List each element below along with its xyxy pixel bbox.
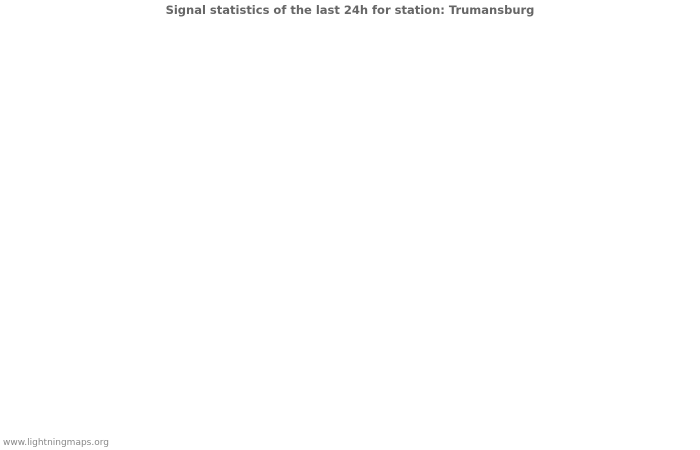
y-tick-label: 6000: [23, 47, 46, 57]
legend-label-mean: Mean signals per station: [216, 415, 326, 425]
x-tick-label: 15:00: [190, 381, 216, 391]
legend-swatch-mean: [193, 412, 204, 423]
chart-title: Signal statistics of the last 24h for st…: [165, 3, 535, 17]
y-tick-label: 500: [29, 345, 46, 355]
area-mean-signals: [54, 30, 650, 375]
x-tick-label: 03:00: [488, 381, 514, 391]
y-tick-label: 1000: [23, 318, 46, 328]
x-tick-label: 05:00: [538, 381, 564, 391]
y-tick-label: 6500: [23, 20, 46, 30]
x-tick-label: 17:00: [240, 381, 266, 391]
y-tick-label: 4500: [23, 128, 46, 138]
y-tick-label: 2000: [23, 264, 46, 274]
x-tick-label: 21:00: [339, 381, 365, 391]
x-tick-label: 09:00: [41, 381, 67, 391]
x-tick-label: 09:00: [637, 381, 663, 391]
y-tick-label: 2500: [23, 237, 46, 247]
x-tick-label: 13:00: [140, 381, 166, 391]
y-tick-label: 0: [40, 372, 46, 382]
y-tick-label: 5500: [23, 74, 46, 84]
plot-area: [53, 22, 651, 376]
x-tick-label: 01:00: [438, 381, 464, 391]
y-tick-label: 5000: [23, 101, 46, 111]
y-tick-label: 3000: [23, 210, 46, 220]
footer-link[interactable]: www.lightningmaps.org: [3, 438, 109, 448]
x-axis-label: Time: [620, 391, 648, 404]
x-tick-label: 07:00: [587, 381, 613, 391]
line-station-signals: [53, 248, 651, 334]
y-tick-label: 3500: [23, 182, 46, 192]
y-tick-label: 4000: [23, 155, 46, 165]
x-tick-label: 11:00: [91, 381, 117, 391]
y-axis-label: Count per hour: [1, 157, 14, 241]
legend-label-station: Signals station Trumansburg: [375, 415, 503, 425]
x-tick-label: 19:00: [289, 381, 315, 391]
y-tick-label: 1500: [23, 291, 46, 301]
x-tick-label: 23:00: [389, 381, 415, 391]
